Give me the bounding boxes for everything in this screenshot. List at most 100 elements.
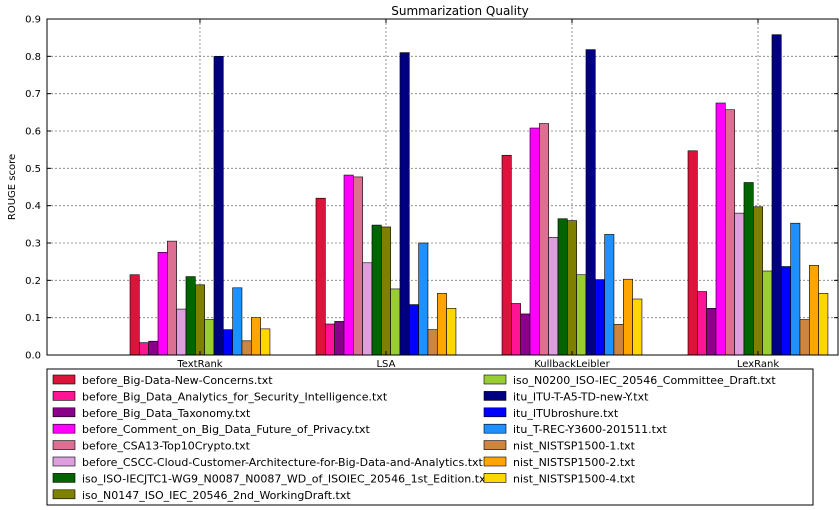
legend-swatch (483, 391, 507, 401)
y-axis-ticks: 0.0 0.1 0.2 0.3 0.4 0.5 0.6 0.7 0.8 0.9 (25, 15, 838, 362)
legend-entry: before_CSCC-Cloud-Customer-Architecture-… (82, 456, 484, 469)
bar (167, 240, 177, 356)
y-tick-label: 0.2 (25, 276, 41, 287)
legend-swatch (52, 440, 76, 450)
legend-entry: before_Comment_on_Big_Data_Future_of_Pri… (82, 423, 371, 436)
legend-swatch (483, 374, 507, 385)
bar (260, 328, 271, 356)
legend-swatch (52, 456, 76, 467)
legend-swatch (483, 456, 507, 467)
bar (613, 324, 624, 356)
x-tick-label: KullbackLeibler (534, 359, 610, 370)
y-tick-label: 0.1 (25, 313, 41, 324)
bar (585, 49, 596, 356)
legend-entry: itu_ITUbroshure.txt (513, 407, 619, 420)
legend-swatch (52, 473, 76, 483)
bar (529, 127, 540, 356)
bar (390, 288, 401, 356)
bar (604, 234, 615, 356)
bar (725, 109, 735, 356)
bar (753, 206, 763, 356)
y-axis-label: ROUGE score (7, 154, 18, 220)
bar (622, 278, 633, 356)
legend-swatch (52, 407, 76, 418)
bar (808, 265, 819, 356)
bar (204, 319, 215, 356)
legend-entry: itu_T-REC-Y3600-201511.txt (513, 423, 667, 436)
legend-entry: iso_ISO-IECJTC1-WG9_N0087_N0087_WD_of_IS… (82, 472, 491, 485)
y-tick-label: 0.0 (25, 351, 41, 362)
bar (343, 174, 354, 356)
bar (706, 308, 717, 356)
bar (427, 329, 438, 356)
bar (780, 266, 791, 356)
bar (325, 323, 335, 356)
bar (250, 317, 261, 356)
legend-swatch (483, 473, 507, 483)
legend-entry: nist_NISTSP1500-2.txt (513, 456, 636, 469)
y-tick-label: 0.5 (25, 164, 41, 175)
bar (185, 276, 196, 356)
bar (139, 342, 149, 356)
legend-entry: before_Big-Data-New-Concerns.txt (82, 374, 273, 387)
bar (157, 252, 168, 356)
legend-swatch (52, 391, 76, 401)
bar (762, 270, 773, 356)
bar (129, 274, 140, 356)
bar (594, 279, 605, 356)
bar (195, 284, 205, 356)
bar (241, 340, 252, 356)
x-tick-label: LSA (376, 359, 395, 370)
bar (501, 154, 512, 356)
bar (771, 34, 782, 356)
bars (129, 34, 829, 356)
legend-frame (46, 368, 814, 506)
bar (520, 313, 531, 356)
legend-swatch (483, 407, 507, 418)
y-tick-label: 0.9 (25, 15, 41, 26)
bar (353, 176, 363, 356)
legend-swatch (52, 423, 76, 434)
bar (408, 304, 419, 356)
legend: before_Big-Data-New-Concerns.txt before_B… (46, 368, 814, 506)
bar (557, 218, 568, 356)
bar (687, 150, 698, 356)
y-tick-label: 0.3 (25, 239, 41, 250)
bar (818, 293, 829, 356)
bar (446, 308, 457, 356)
x-axis-ticks: TextRank LSA KullbackLeibler LexRank (176, 19, 779, 370)
x-tick-label: TextRank (176, 359, 222, 370)
bar (539, 123, 549, 356)
legend-entry: before_Big_Data_Analytics_for_Security_I… (82, 390, 388, 403)
legend-entry: nist_NISTSP1500-4.txt (513, 472, 636, 485)
legend-entry: before_CSA13-Top10Crypto.txt (82, 440, 251, 453)
legend-swatch (52, 489, 76, 500)
legend-entry: nist_NISTSP1500-1.txt (513, 440, 636, 453)
y-tick-label: 0.6 (25, 127, 41, 138)
y-tick-label: 0.8 (25, 52, 41, 63)
bar (715, 102, 726, 356)
chart-title: Summarization Quality (391, 4, 529, 18)
legend-entry: iso_N0147_ISO_IEC_20546_2nd_WorkingDraft… (82, 489, 351, 502)
bar (223, 329, 233, 356)
legend-entry: iso_N0200_ISO-IEC_20546_Committee_Draft.… (513, 374, 776, 387)
bar (697, 291, 707, 356)
legend-swatch (483, 423, 507, 434)
bar (511, 303, 521, 356)
bar (567, 220, 577, 356)
bar (362, 262, 373, 356)
bar (148, 340, 159, 356)
y-tick-label: 0.4 (25, 201, 41, 212)
bar (232, 287, 243, 356)
bar (576, 274, 587, 356)
bar (436, 293, 447, 356)
bar (790, 222, 801, 356)
bar (381, 226, 391, 356)
x-tick-label: LexRank (737, 359, 779, 370)
bar (315, 197, 326, 356)
y-tick-label: 0.7 (25, 89, 41, 100)
bar (371, 224, 382, 356)
bar (176, 308, 187, 356)
